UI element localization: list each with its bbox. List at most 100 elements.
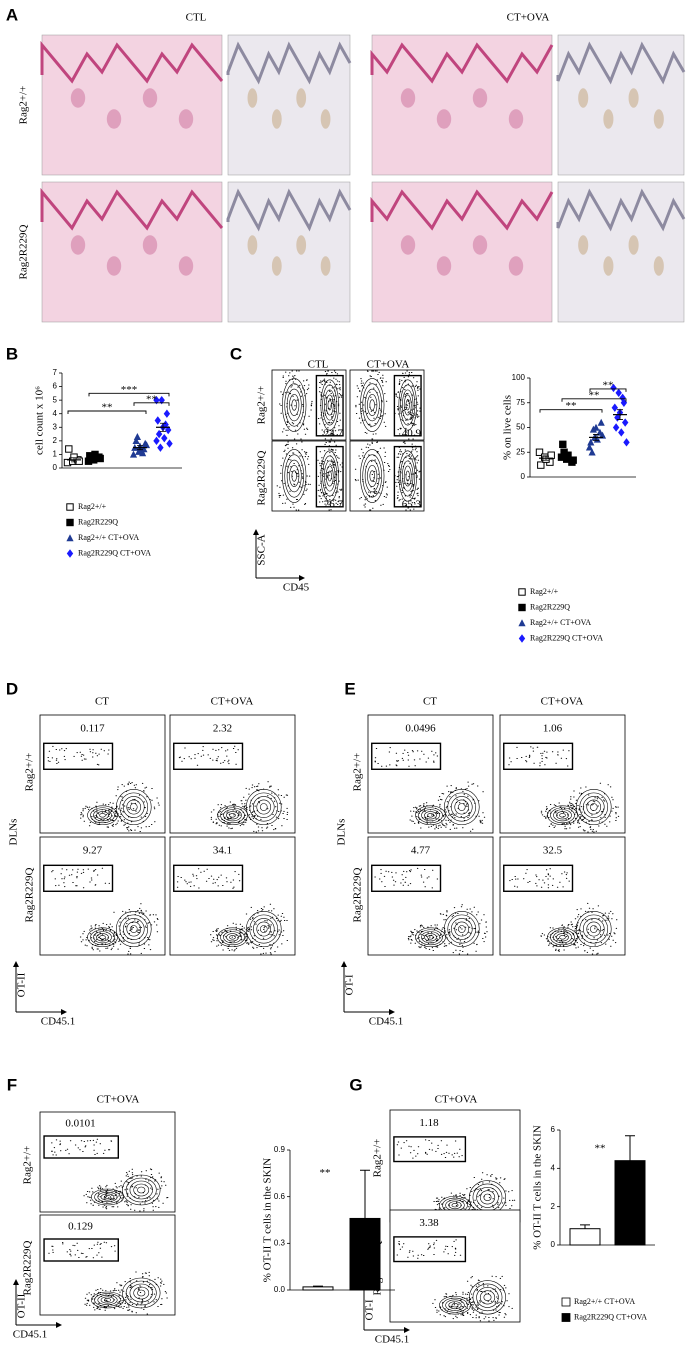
y-axis-label: % on live cells <box>502 395 514 460</box>
significance-label: ** <box>595 1143 606 1155</box>
contour <box>450 918 473 940</box>
contour <box>289 394 300 416</box>
y-tick-label: 0.9 <box>274 1145 286 1154</box>
contour <box>289 465 300 487</box>
significance-label: ** <box>603 379 614 391</box>
data-point <box>155 429 163 439</box>
contour <box>559 813 566 818</box>
legend-label: Rag2+/+ CT+OVA <box>78 533 139 542</box>
contour <box>405 470 410 482</box>
contour <box>553 809 572 822</box>
data-point <box>518 619 526 627</box>
panel-letter: F <box>7 1075 17 1094</box>
data-point <box>588 448 596 456</box>
significance-bracket <box>88 392 170 397</box>
tissue-structure <box>436 256 452 276</box>
flow-plot <box>271 369 347 441</box>
gate <box>393 1136 467 1163</box>
y-tick-label: 25 <box>516 447 525 456</box>
row-label: Rag2+/+ <box>256 386 268 425</box>
significance-label: ** <box>102 402 113 414</box>
contour <box>403 394 412 416</box>
tissue-structure <box>178 256 194 276</box>
error-bar <box>580 1224 590 1229</box>
contour <box>448 1301 462 1310</box>
flow-plot <box>39 1111 176 1213</box>
error-bar <box>593 434 599 441</box>
contour <box>226 933 239 942</box>
legend-label: Rag2R229Q <box>530 602 570 611</box>
contour <box>442 1297 468 1313</box>
gate <box>43 742 114 770</box>
gate <box>503 864 574 892</box>
y-tick-label: 0 <box>551 1240 556 1249</box>
contour <box>115 911 152 948</box>
contour <box>476 1286 499 1308</box>
contour <box>137 1289 146 1297</box>
contour <box>125 1177 157 1203</box>
contour <box>398 379 417 431</box>
gate-value: 2.32 <box>213 723 232 735</box>
gate-value: 9.27 <box>83 845 103 857</box>
histology-image <box>371 181 553 323</box>
data-point <box>623 438 630 447</box>
contour <box>369 399 375 411</box>
histology-image <box>227 181 351 323</box>
flow-x-axis-label: CD45.1 <box>41 1016 76 1028</box>
contour <box>479 1290 496 1305</box>
contour <box>454 799 470 815</box>
gate <box>371 742 442 770</box>
y-tick-label: 4 <box>551 1163 556 1172</box>
contour <box>445 1299 465 1311</box>
contour <box>129 1283 153 1303</box>
contour <box>259 803 268 811</box>
contour <box>472 1283 503 1312</box>
events <box>355 370 421 440</box>
legend-label: Rag2R229Q CT+OVA <box>78 548 151 557</box>
tissue-structure <box>508 109 524 129</box>
flow-plot <box>499 714 626 834</box>
events <box>48 1241 168 1315</box>
flow-x-axis-label: CD45.1 <box>375 1334 410 1346</box>
events <box>509 868 618 955</box>
gate <box>43 1135 119 1159</box>
contour <box>137 1186 146 1194</box>
epidermis <box>556 188 686 232</box>
contour <box>122 918 145 940</box>
panel-letter: G <box>349 1075 362 1094</box>
contour <box>424 933 437 942</box>
bar <box>614 1160 646 1246</box>
y-axis-label: % OT-II T cells in the SKIN <box>262 1158 274 1283</box>
data-point <box>560 448 568 456</box>
tissue-structure <box>70 88 86 108</box>
contour <box>589 925 598 933</box>
tissue-structure <box>400 235 416 255</box>
events <box>508 746 620 833</box>
contour <box>93 931 112 944</box>
data-point <box>518 603 526 612</box>
tissue-structure <box>472 235 488 255</box>
data-point <box>589 425 597 433</box>
y-tick-label: 2 <box>53 436 58 445</box>
flow-plot <box>39 1214 176 1316</box>
contour <box>367 465 378 487</box>
contour <box>97 1294 118 1306</box>
contour <box>256 921 272 937</box>
flow-plot <box>169 714 296 834</box>
contour <box>229 813 236 818</box>
gate <box>393 374 422 437</box>
contour <box>259 925 268 933</box>
tissue-structure <box>142 235 158 255</box>
legend-swatch <box>561 1313 571 1322</box>
data-point <box>610 383 617 393</box>
tissue-structure <box>603 109 614 129</box>
data-point <box>612 423 620 432</box>
contour <box>451 1203 459 1208</box>
data-point <box>66 503 74 511</box>
y-tick-label: 0.0 <box>274 1285 286 1294</box>
events <box>176 868 288 955</box>
data-point <box>619 393 626 402</box>
tissue-structure <box>628 235 639 255</box>
row-label: Rag2R229Q <box>352 867 364 922</box>
